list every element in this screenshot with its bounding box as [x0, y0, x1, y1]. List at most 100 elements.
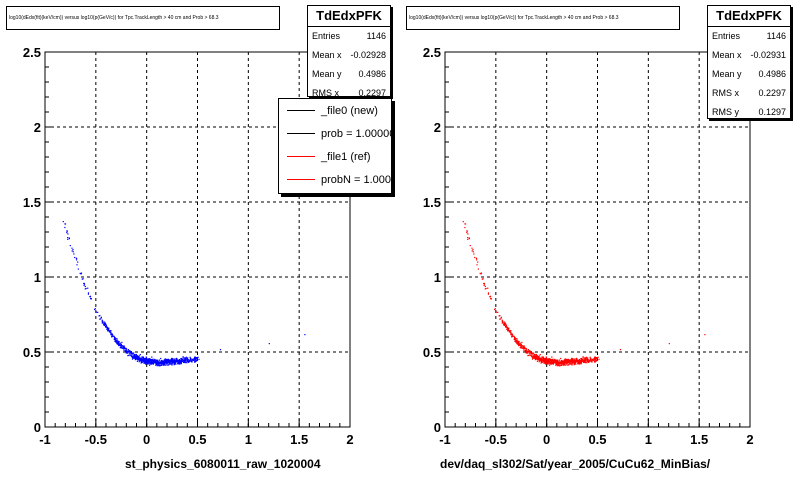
right-point — [506, 328, 509, 330]
right-point — [513, 338, 515, 340]
left-point — [171, 357, 173, 360]
right-point — [585, 358, 587, 360]
right-point — [499, 318, 501, 320]
right-point — [522, 347, 524, 349]
left-point — [159, 362, 161, 364]
right-point — [534, 357, 536, 360]
right-point — [530, 351, 532, 353]
left-point — [166, 361, 168, 363]
right-point — [550, 363, 552, 365]
legend-line-black — [287, 110, 315, 111]
left-point — [173, 358, 175, 360]
left-point — [117, 340, 119, 342]
right-point — [529, 353, 531, 355]
right-point — [595, 360, 597, 362]
right-point — [573, 363, 575, 365]
left-point — [156, 365, 158, 367]
left-point — [106, 328, 109, 330]
left-point — [74, 256, 76, 259]
left-point — [183, 357, 185, 359]
right-point — [565, 359, 567, 362]
left-point — [124, 350, 126, 352]
right-point — [536, 355, 538, 357]
right-point — [571, 360, 573, 362]
right-x-tick-label: 0.5 — [588, 432, 606, 447]
right-point — [569, 360, 571, 363]
left-point — [196, 358, 198, 360]
right-point — [481, 278, 483, 280]
right-point — [588, 359, 590, 361]
left-point — [152, 362, 154, 364]
left-point — [182, 358, 184, 360]
left-point — [133, 355, 135, 357]
right-point — [515, 339, 517, 341]
left-point — [198, 358, 200, 360]
left-stats-box[interactable]: TdEdxPFK Entries 1146 Mean x -0.02928 Mean… — [307, 5, 391, 98]
left-point — [122, 347, 124, 349]
left-stats-name: TdEdxPFK — [308, 6, 390, 27]
right-point — [532, 357, 534, 359]
right-point — [549, 363, 551, 365]
left-point — [160, 363, 162, 365]
right-point — [566, 364, 568, 366]
left-point — [151, 356, 153, 358]
right-point — [462, 221, 464, 223]
right-point — [479, 272, 481, 274]
left-point — [164, 364, 166, 366]
left-point — [160, 360, 162, 362]
left-point — [106, 326, 108, 328]
right-point — [597, 356, 599, 358]
left-point — [123, 346, 125, 348]
left-point — [107, 330, 109, 332]
left-legend[interactable]: _file0 (new) prob = 1.000000 _file1 (ref… — [278, 98, 392, 194]
left-point — [146, 363, 148, 365]
left-point — [139, 360, 141, 362]
left-point — [118, 344, 120, 346]
left-point — [149, 363, 151, 365]
left-point — [101, 319, 103, 321]
left-point — [146, 361, 148, 364]
right-point — [584, 362, 586, 364]
right-point — [585, 356, 587, 358]
left-point — [268, 343, 270, 345]
left-point — [159, 365, 161, 367]
right-point — [474, 256, 476, 259]
left-point — [162, 362, 165, 364]
left-point — [120, 346, 123, 348]
right-point — [561, 360, 563, 362]
right-point — [544, 362, 546, 364]
left-point — [80, 272, 83, 274]
left-stats-mean-x: Mean x -0.02928 — [312, 50, 386, 60]
right-point — [536, 356, 538, 358]
left-point — [171, 362, 173, 364]
right-point — [477, 268, 479, 270]
left-point — [85, 287, 87, 290]
left-point — [156, 359, 158, 361]
right-point — [567, 358, 569, 360]
right-point — [546, 357, 548, 359]
left-point — [118, 343, 120, 346]
left-point — [147, 358, 149, 360]
left-point — [114, 339, 116, 341]
left-point — [171, 363, 173, 365]
left-point — [67, 237, 69, 239]
right-point — [516, 338, 518, 340]
right-point — [586, 358, 588, 360]
right-point — [471, 250, 473, 252]
left-point — [67, 238, 69, 240]
left-point — [64, 223, 67, 225]
right-point — [537, 355, 539, 357]
right-point — [507, 327, 509, 330]
left-point — [191, 361, 193, 363]
right-point — [584, 359, 586, 361]
left-point — [62, 221, 64, 223]
left-point — [119, 347, 121, 349]
right-point — [539, 357, 542, 359]
left-point — [174, 359, 176, 362]
right-stats-box[interactable]: TdEdxPFK Entries 1146 Mean x -0.02931 Mean… — [707, 5, 791, 119]
right-point — [551, 356, 553, 358]
left-point — [127, 351, 129, 353]
right-point — [547, 358, 549, 360]
right-point — [591, 359, 593, 361]
right-point — [545, 361, 547, 363]
